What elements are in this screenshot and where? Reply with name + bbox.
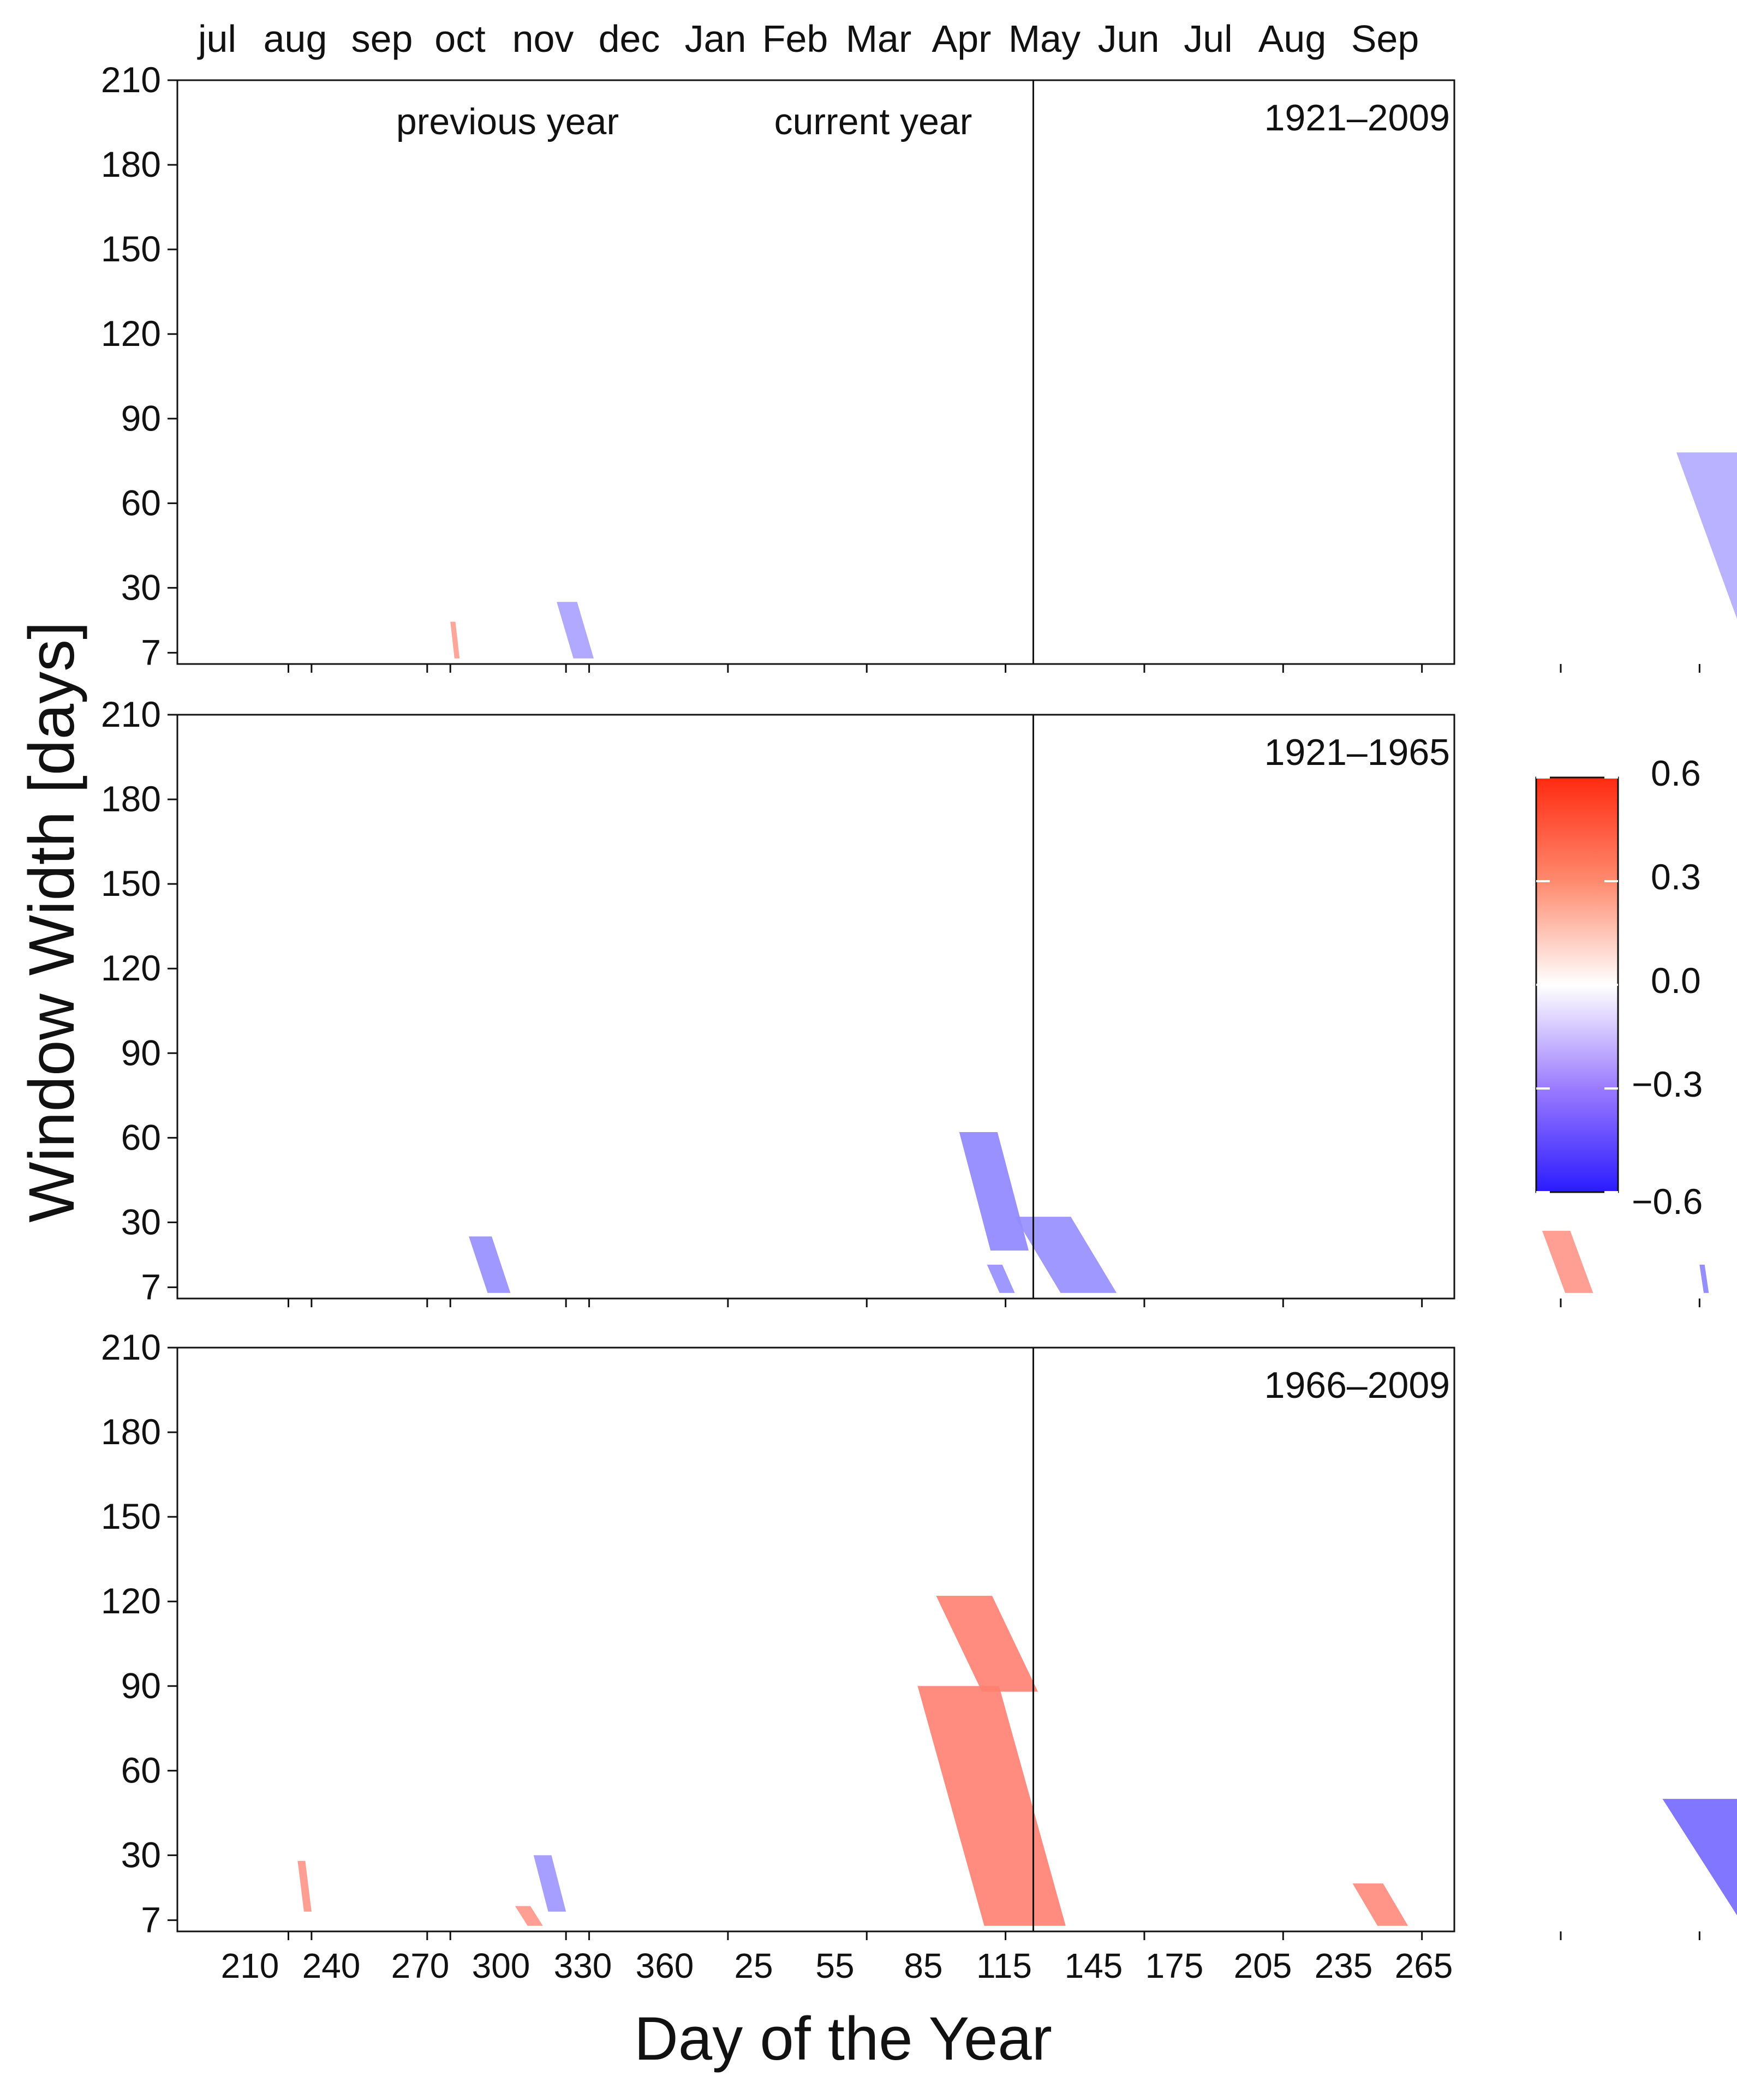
correlation-region [557, 602, 594, 659]
y-tick-label: 210 [101, 694, 161, 734]
correlation-region [987, 1265, 1015, 1293]
previous-year-label: previous year [396, 101, 619, 142]
colorbar-tick-label: −0.6 [1632, 1181, 1703, 1222]
x-tick-label: 175 [1145, 1946, 1204, 1985]
month-label: dec [599, 17, 660, 60]
correlation-region [1676, 452, 1737, 619]
y-tick-label: 30 [121, 567, 161, 607]
correlation-region [917, 1686, 1066, 1926]
x-tick-label: 265 [1395, 1946, 1453, 1985]
x-tick-label: 330 [554, 1946, 612, 1985]
y-tick-label: 7 [141, 1899, 161, 1940]
x-tick-labels: 210 240 270 300 330 360 25 55 85 115 145… [221, 1946, 1453, 1985]
colorbar-ticks [1536, 776, 1618, 1193]
y-tick-label: 90 [121, 1665, 161, 1706]
y-tick-label: 150 [101, 863, 161, 904]
month-label: Jan [685, 17, 747, 60]
correlation-region [450, 621, 460, 659]
x-tick-label: 235 [1315, 1946, 1373, 1985]
y-tick-label: 180 [101, 1411, 161, 1452]
current-year-label: current year [774, 101, 972, 142]
y-tick-label: 7 [141, 1266, 161, 1307]
month-label: Jul [1184, 17, 1232, 60]
colorbar-tick-label: 0.3 [1651, 857, 1701, 897]
month-label: nov [512, 17, 574, 60]
x-tick-label: 55 [815, 1946, 854, 1985]
correlation-region [1014, 1217, 1117, 1293]
x-tick-label: 85 [904, 1946, 942, 1985]
x-axis-title: Day of the Year [634, 2005, 1052, 2073]
heatmap-panels: 210 180 150 120 90 60 30 7 1921–2009 210 180 150 120… [101, 59, 1737, 1940]
y-tick-label: 180 [101, 779, 161, 819]
y-tick-label: 30 [121, 1834, 161, 1875]
month-label: Apr [932, 17, 992, 60]
month-label: oct [434, 17, 485, 60]
x-tick-label: 115 [976, 1946, 1032, 1985]
month-label: aug [264, 17, 327, 60]
panel-frame [176, 714, 1455, 1300]
correlation-region [297, 1860, 312, 1912]
month-label: Aug [1258, 17, 1327, 60]
y-tick-label: 90 [121, 398, 161, 438]
heatmap-panel: 210 180 150 120 90 60 30 7 1921–2009 [101, 59, 1737, 673]
colorbar-tick-label: 0.6 [1651, 753, 1701, 793]
month-label: Mar [846, 17, 912, 60]
colorbar-tick-label: −0.3 [1632, 1064, 1703, 1104]
correlation-region [1352, 1883, 1408, 1926]
x-tick-label: 145 [1065, 1946, 1123, 1985]
heatmap-panel: 210 180 150 120 90 60 30 7 1921–1965 [101, 694, 1709, 1307]
panel-frame [176, 79, 1455, 665]
month-label: Feb [762, 17, 828, 60]
correlation-region [1699, 1265, 1709, 1293]
heatmap-panel: 210 180 150 120 90 60 30 7 1966–2009 [101, 1327, 1737, 1940]
correlation-region [936, 1595, 1038, 1692]
y-tick-label: 7 [141, 632, 161, 672]
month-label: May [1008, 17, 1081, 60]
panel-period-label: 1921–2009 [1264, 97, 1450, 139]
colorbar-tick-label: 0.0 [1651, 960, 1701, 1001]
y-tick-label: 60 [121, 482, 161, 523]
y-tick-label: 120 [101, 948, 161, 988]
month-label: Sep [1351, 17, 1419, 60]
month-label: Jun [1098, 17, 1160, 60]
y-axis-title: Window Width [days] [16, 621, 88, 1223]
panel-frame [176, 1347, 1455, 1933]
y-tick-label: 60 [121, 1750, 161, 1790]
panel-period-label: 1966–2009 [1264, 1365, 1450, 1406]
x-tick-label: 25 [734, 1946, 773, 1985]
y-tick-label: 60 [121, 1117, 161, 1157]
month-labels: jul aug sep oct nov dec Jan Feb Mar Apr … [197, 17, 1419, 60]
x-tick-label: 210 [221, 1946, 279, 1985]
y-tick-label: 150 [101, 229, 161, 269]
y-tick-label: 210 [101, 59, 161, 100]
y-tick-label: 30 [121, 1201, 161, 1242]
correlation-region [959, 1132, 1029, 1251]
correlation-region [1542, 1230, 1593, 1293]
x-tick-label: 240 [302, 1946, 361, 1985]
y-tick-label: 90 [121, 1032, 161, 1073]
correlation-region [533, 1855, 566, 1912]
correlation-region [1662, 1799, 1737, 1916]
y-tick-label: 180 [101, 144, 161, 184]
correlation-region [515, 1906, 543, 1926]
y-tick-label: 150 [101, 1496, 161, 1536]
x-tick-label: 205 [1234, 1946, 1292, 1985]
month-label: jul [197, 17, 236, 60]
x-tick-label: 300 [472, 1946, 530, 1985]
correlation-region [469, 1236, 511, 1293]
x-tick-label: 270 [391, 1946, 450, 1985]
colorbar: 0.6 0.3 0.0 −0.3 −0.6 [1535, 753, 1703, 1222]
x-tick-label: 360 [636, 1946, 694, 1985]
y-tick-label: 120 [101, 1581, 161, 1621]
y-tick-label: 210 [101, 1327, 161, 1367]
y-tick-label: 120 [101, 313, 161, 354]
panel-period-label: 1921–1965 [1264, 732, 1450, 773]
month-label: sep [351, 17, 413, 60]
